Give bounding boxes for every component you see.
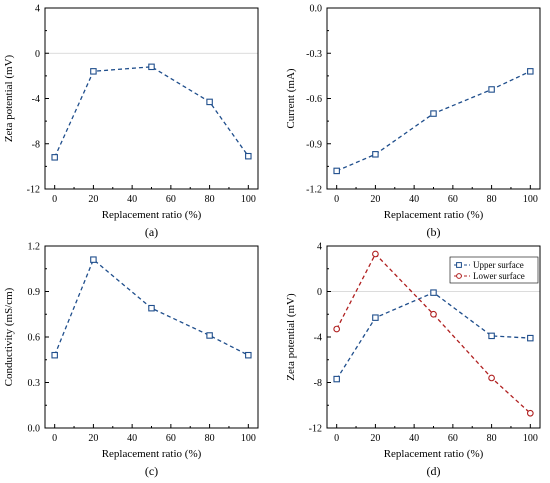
y-tick-label: 4	[35, 4, 40, 15]
y-tick-label: 0.3	[28, 378, 41, 389]
y-tick-label: -0.6	[306, 94, 322, 105]
data-point	[430, 110, 437, 117]
x-tick-label: 40	[409, 194, 419, 205]
panel-label: (b)	[427, 225, 441, 239]
legend-marker	[456, 273, 462, 279]
data-point	[526, 409, 534, 417]
data-point	[333, 375, 340, 383]
panel-label: (a)	[145, 225, 158, 239]
data-point	[206, 332, 213, 339]
y-tick-label: -0.9	[306, 139, 322, 150]
y-tick-label: 0	[35, 49, 40, 60]
x-tick-label: 80	[205, 194, 215, 205]
y-tick-label: -1.2	[306, 185, 322, 196]
plot-frame	[44, 7, 259, 190]
legend-label: Lower surface	[473, 271, 525, 281]
data-point	[245, 351, 252, 359]
x-tick-label: 80	[487, 433, 497, 444]
plot-frame	[44, 245, 259, 429]
y-tick-label: 0	[317, 287, 322, 298]
data-point	[90, 68, 97, 75]
y-tick-label: -4	[32, 94, 40, 105]
data-point	[372, 151, 379, 158]
x-axis-label: Replacement ratio (%)	[102, 448, 202, 460]
x-tick-label: 100	[523, 194, 538, 205]
legend-label: Upper surface	[473, 260, 524, 270]
series-line-1	[54, 66, 249, 158]
x-tick-label: 80	[487, 194, 497, 205]
data-point	[527, 334, 534, 342]
data-point	[372, 314, 379, 321]
chart-panel-1: 0 20 40 60 80 100 -12 -8 -4 0 4 Replacement ratio (…	[3, 4, 259, 239]
x-tick-label: 0	[52, 194, 57, 205]
y-axis-label: Zeta potential (mV)	[285, 293, 297, 381]
data-point	[51, 351, 58, 359]
x-tick-label: 20	[88, 433, 98, 444]
x-tick-label: 100	[241, 194, 256, 205]
x-axis-label: Replacement ratio (%)	[102, 209, 202, 221]
chart-panel-2: 0 20 40 60 80 100 -1.2 -0.9 -0.6 -0.3 0.0 Replaceme…	[285, 4, 541, 239]
chart-panel-4: 0 20 40 60 80 100 -12 -8 -4 0 4 Replacement ratio (…	[285, 242, 541, 478]
x-tick-label: 80	[205, 433, 215, 444]
chart-panel-3: 0 20 40 60 80 100 0.0 0.3 0.6 0.9 1.2 Replacement r…	[3, 242, 259, 478]
x-tick-label: 60	[166, 433, 176, 444]
y-tick-label: -12	[27, 185, 40, 196]
legend-marker	[456, 262, 462, 268]
x-tick-label: 60	[448, 433, 458, 444]
panel-label: (c)	[145, 464, 158, 478]
data-point	[430, 310, 437, 318]
y-tick-label: -8	[314, 378, 322, 389]
y-tick-label: -4	[314, 333, 322, 344]
y-tick-label: 0.9	[28, 287, 41, 298]
x-tick-label: 0	[334, 433, 339, 444]
y-tick-label: -8	[32, 139, 40, 150]
x-tick-label: 60	[448, 194, 458, 205]
data-point	[51, 154, 58, 161]
series-line-1	[336, 70, 531, 172]
data-point	[372, 250, 379, 258]
data-point	[90, 256, 97, 263]
x-tick-label: 40	[409, 433, 419, 444]
series-line-1	[336, 291, 531, 380]
data-point	[488, 332, 495, 340]
x-axis-label: Replacement ratio (%)	[384, 209, 484, 221]
x-tick-label: 100	[241, 433, 256, 444]
y-tick-label: 0.6	[28, 333, 41, 344]
y-tick-label: -0.3	[306, 49, 322, 60]
y-tick-label: 0.0	[28, 424, 41, 435]
x-tick-label: 40	[127, 194, 137, 205]
data-point	[333, 167, 340, 175]
data-point	[430, 289, 437, 296]
y-tick-label: 1.2	[28, 242, 41, 253]
data-point	[148, 63, 155, 71]
x-tick-label: 20	[370, 433, 380, 444]
y-tick-label: 4	[317, 242, 322, 253]
x-tick-label: 20	[88, 194, 98, 205]
data-point	[148, 304, 155, 312]
data-point	[488, 374, 495, 382]
data-point	[206, 98, 213, 106]
x-tick-label: 20	[370, 194, 380, 205]
x-axis-label: Replacement ratio (%)	[384, 448, 484, 460]
y-axis-label: Current (mA)	[285, 68, 297, 129]
y-axis-label: Conductivity (mS/cm)	[3, 287, 15, 386]
y-tick-label: -12	[309, 424, 322, 435]
y-axis-label: Zeta potential (mV)	[3, 54, 15, 142]
x-tick-label: 0	[52, 433, 57, 444]
data-point	[333, 325, 341, 333]
data-point	[245, 152, 252, 160]
data-point	[527, 68, 534, 75]
data-point	[488, 86, 495, 93]
panel-label: (d)	[427, 464, 441, 478]
x-tick-label: 40	[127, 433, 137, 444]
x-tick-label: 60	[166, 194, 176, 205]
x-tick-label: 0	[334, 194, 339, 205]
legend-box	[449, 256, 539, 284]
y-tick-label: 0.0	[310, 4, 323, 15]
x-tick-label: 100	[523, 433, 538, 444]
